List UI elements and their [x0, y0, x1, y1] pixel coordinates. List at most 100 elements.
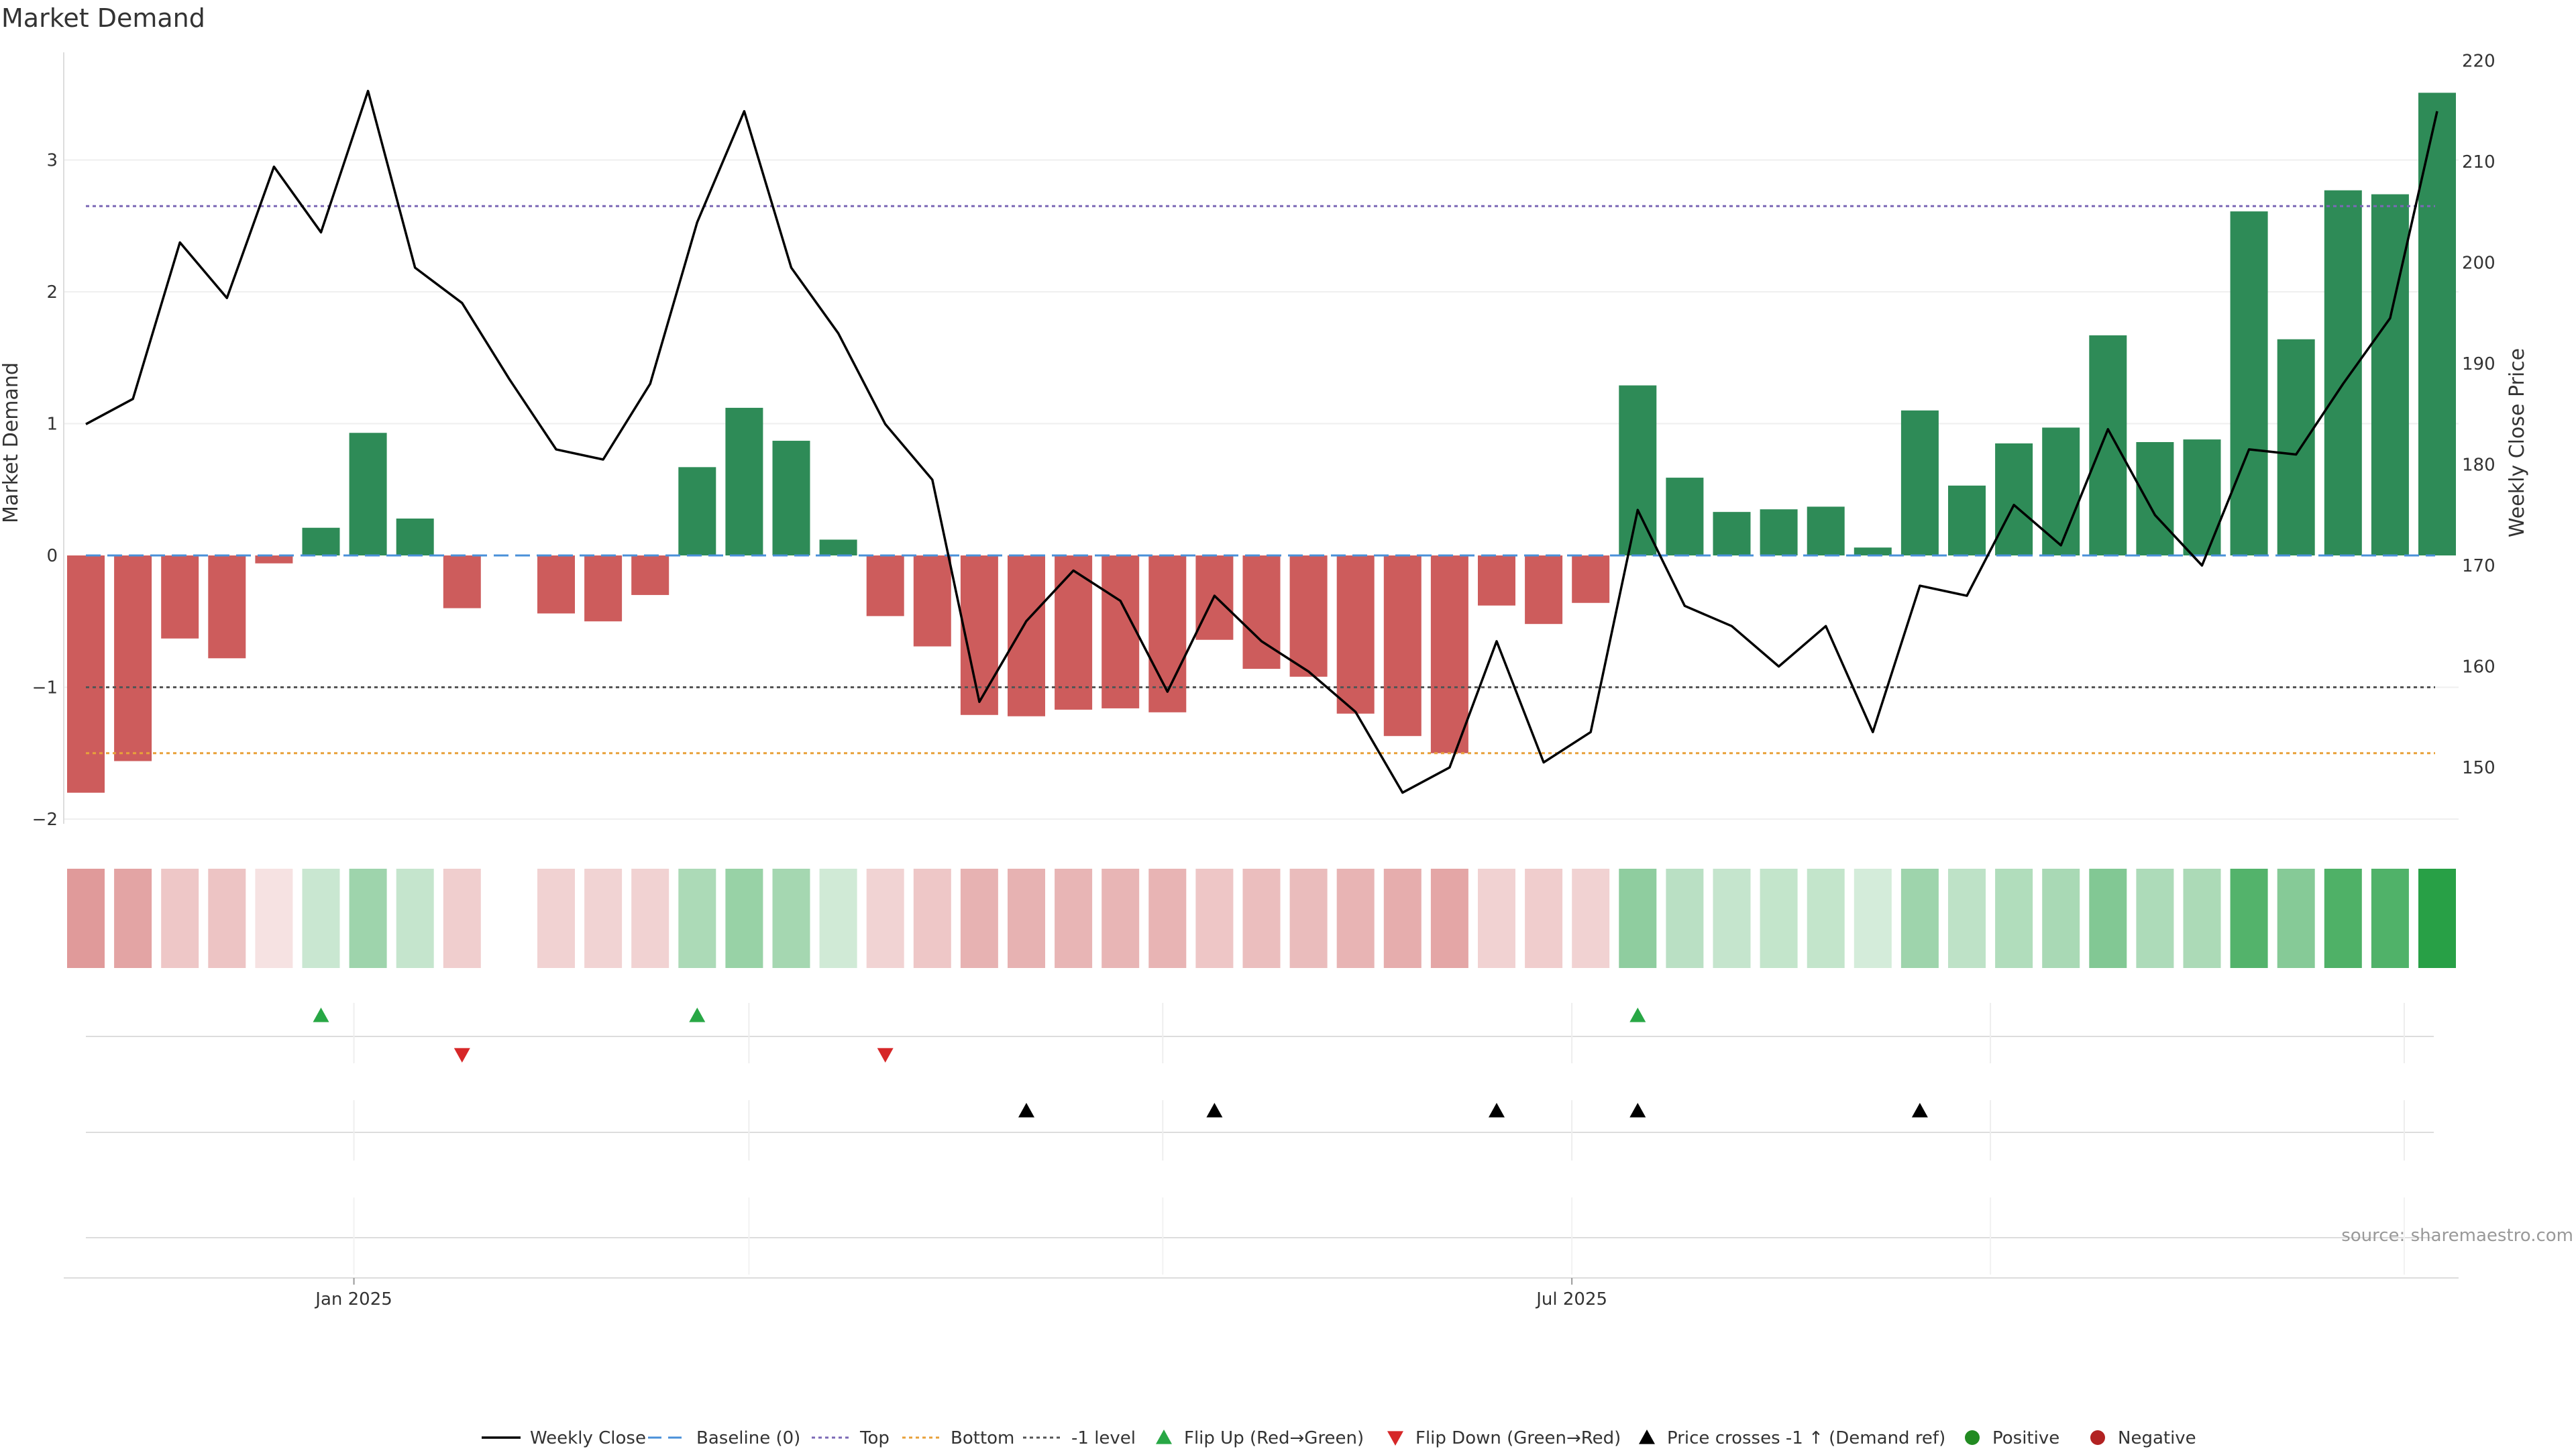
legend-label: Price crosses -1 ↑ (Demand ref)	[1667, 1428, 1945, 1448]
demand-bar	[819, 539, 857, 555]
heat-cell	[67, 869, 105, 968]
demand-bar	[2136, 442, 2174, 555]
heat-cell	[1102, 869, 1140, 968]
demand-bar	[1995, 443, 2033, 555]
y-tick-label-left: 1	[46, 415, 58, 435]
demand-bars	[67, 93, 2456, 793]
demand-bar	[1713, 512, 1751, 555]
y-tick-label-right: 160	[2462, 657, 2496, 678]
heat-cell	[443, 869, 481, 968]
heat-cell	[819, 869, 857, 968]
demand-bar	[1289, 555, 1328, 677]
heat-cell	[1336, 869, 1375, 968]
legend-glyph-up-triangle	[1156, 1430, 1172, 1444]
y-axis-right-label: Weekly Close Price	[2506, 348, 2529, 537]
y-tick-label-left: 3	[46, 151, 58, 171]
heat-cell	[2371, 869, 2409, 968]
demand-bar	[1666, 478, 1704, 555]
demand-bar	[443, 555, 481, 608]
heat-cell	[1713, 869, 1751, 968]
demand-bar	[960, 555, 998, 715]
flip-up-marker	[313, 1008, 329, 1022]
x-tick-label: Jul 2025	[1535, 1289, 1607, 1309]
heat-cell	[725, 869, 763, 968]
heat-cell	[1948, 869, 1986, 968]
legend-label: Flip Down (Green→Red)	[1415, 1428, 1621, 1448]
heat-cell	[2136, 869, 2174, 968]
legend-label: -1 level	[1071, 1428, 1136, 1448]
demand-bar	[2042, 427, 2080, 555]
heat-cell	[584, 869, 623, 968]
heat-cell	[2324, 869, 2362, 968]
demand-bar	[2324, 190, 2362, 555]
legend-label: Positive	[1992, 1428, 2059, 1448]
demand-bar	[1336, 555, 1375, 714]
price-cross-marker	[1911, 1103, 1928, 1118]
legend-label: Top	[859, 1428, 890, 1448]
heat-cell	[631, 869, 669, 968]
demand-bar	[866, 555, 904, 616]
source-note: source: sharemaestro.com	[2341, 1226, 2573, 1246]
demand-bar	[584, 555, 623, 622]
heat-cell	[1854, 869, 1892, 968]
heat-cell	[255, 869, 293, 968]
heat-cell	[960, 869, 998, 968]
heat-cell	[1666, 869, 1704, 968]
demand-bar	[1807, 506, 1845, 555]
demand-bar	[631, 555, 669, 595]
demand-bar	[1383, 555, 1421, 737]
heat-cell	[1430, 869, 1468, 968]
heat-cell	[1572, 869, 1610, 968]
flip-up-marker	[1629, 1008, 1646, 1022]
heat-cell	[302, 869, 340, 968]
demand-bar	[1478, 555, 1515, 606]
flip-up-marker	[689, 1008, 706, 1022]
demand-bar	[537, 555, 575, 614]
heat-cell	[1195, 869, 1234, 968]
legend-item: Top	[812, 1428, 890, 1448]
demand-bar	[1242, 555, 1281, 669]
heat-cell	[161, 869, 199, 968]
x-tick-label: Jan 2025	[314, 1289, 392, 1309]
heat-cell	[2042, 869, 2080, 968]
demand-heat-strip	[67, 869, 2456, 968]
legend-item: Baseline (0)	[648, 1428, 800, 1448]
demand-bar	[678, 467, 716, 555]
y-tick-label-right: 190	[2462, 354, 2496, 374]
heat-cell	[1478, 869, 1515, 968]
heat-cell	[396, 869, 434, 968]
heat-cell	[2183, 869, 2221, 968]
reference-lines	[86, 205, 2435, 755]
price-cross-marker	[1206, 1103, 1223, 1118]
weekly-close-price-line	[85, 89, 2438, 794]
demand-bar	[1900, 410, 1939, 555]
y-axis-left-label: Market Demand	[0, 362, 23, 523]
demand-bar	[349, 433, 387, 555]
legend-item: Flip Up (Red→Green)	[1156, 1428, 1364, 1448]
legend-glyph-down-triangle	[1387, 1431, 1403, 1446]
chart-title: Market Demand	[1, 3, 205, 33]
legend-item: Weekly Close	[482, 1428, 646, 1448]
y-tick-label-right: 150	[2462, 758, 2496, 778]
demand-bar	[1055, 555, 1093, 710]
heat-cell	[114, 869, 152, 968]
heat-cell	[1148, 869, 1187, 968]
demand-bar	[1572, 555, 1610, 603]
legend-item: Positive	[1965, 1428, 2059, 1448]
heat-cell	[2418, 869, 2456, 968]
demand-bar	[1619, 385, 1657, 555]
legend-item: -1 level	[1023, 1428, 1136, 1448]
legend-item: Negative	[2090, 1428, 2196, 1448]
price-cross-marker	[1629, 1103, 1646, 1118]
y-tick-label-right: 180	[2462, 455, 2496, 476]
demand-bar	[772, 441, 810, 555]
legend-glyph-dot	[1965, 1430, 1980, 1445]
y-tick-label-left: −1	[32, 678, 58, 698]
demand-bar	[2277, 339, 2315, 555]
heat-cell	[772, 869, 810, 968]
gridlines	[64, 159, 2459, 1275]
legend-label: Negative	[2118, 1428, 2196, 1448]
demand-bar	[1102, 555, 1140, 708]
